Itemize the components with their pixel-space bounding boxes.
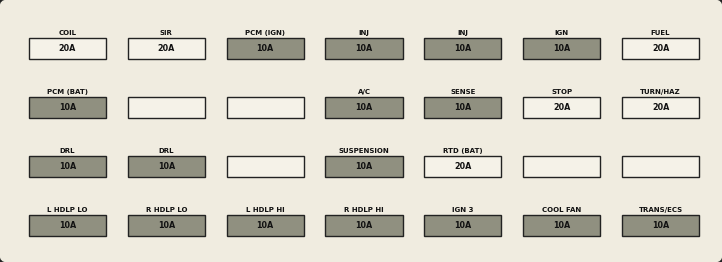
Text: PCM (IGN): PCM (IGN) bbox=[245, 30, 285, 36]
Bar bbox=[128, 215, 205, 236]
Bar bbox=[227, 156, 304, 177]
Bar bbox=[128, 97, 205, 118]
Bar bbox=[326, 156, 403, 177]
Text: SENSE: SENSE bbox=[451, 89, 476, 95]
Text: 10A: 10A bbox=[256, 44, 274, 53]
Bar bbox=[227, 215, 304, 236]
Bar bbox=[29, 97, 106, 118]
Text: 10A: 10A bbox=[157, 221, 175, 230]
Text: DRL: DRL bbox=[159, 148, 174, 154]
Bar bbox=[326, 97, 403, 118]
Bar bbox=[425, 215, 501, 236]
Text: 10A: 10A bbox=[652, 221, 669, 230]
Text: 10A: 10A bbox=[355, 221, 373, 230]
Text: TURN/HAZ: TURN/HAZ bbox=[640, 89, 681, 95]
Text: L HDLP LO: L HDLP LO bbox=[47, 207, 87, 213]
Text: DRL: DRL bbox=[60, 148, 75, 154]
Text: PCM (BAT): PCM (BAT) bbox=[47, 89, 88, 95]
Bar bbox=[128, 156, 205, 177]
Bar bbox=[326, 215, 403, 236]
Text: SUSPENSION: SUSPENSION bbox=[339, 148, 389, 154]
Bar bbox=[326, 38, 403, 59]
Text: 20A: 20A bbox=[652, 103, 669, 112]
Text: 10A: 10A bbox=[58, 221, 76, 230]
Text: 10A: 10A bbox=[454, 221, 471, 230]
Text: FUEL: FUEL bbox=[651, 30, 670, 36]
Text: IGN: IGN bbox=[554, 30, 569, 36]
Text: 10A: 10A bbox=[553, 44, 570, 53]
Bar bbox=[622, 97, 699, 118]
Text: A/C: A/C bbox=[357, 89, 370, 95]
Bar bbox=[227, 97, 304, 118]
Text: TRANS/ECS: TRANS/ECS bbox=[638, 207, 682, 213]
Text: 10A: 10A bbox=[355, 162, 373, 171]
Text: 20A: 20A bbox=[553, 103, 570, 112]
Text: COIL: COIL bbox=[58, 30, 77, 36]
Text: R HDLP LO: R HDLP LO bbox=[146, 207, 187, 213]
Bar bbox=[425, 156, 501, 177]
Bar bbox=[523, 215, 600, 236]
Text: SIR: SIR bbox=[160, 30, 173, 36]
Bar bbox=[128, 38, 205, 59]
Text: 10A: 10A bbox=[553, 221, 570, 230]
Text: INJ: INJ bbox=[458, 30, 469, 36]
Text: 20A: 20A bbox=[454, 162, 471, 171]
Bar bbox=[29, 38, 106, 59]
Bar bbox=[622, 215, 699, 236]
Text: RTD (BAT): RTD (BAT) bbox=[443, 148, 483, 154]
Text: 20A: 20A bbox=[58, 44, 76, 53]
Bar bbox=[523, 38, 600, 59]
Bar bbox=[425, 38, 501, 59]
Text: 20A: 20A bbox=[652, 44, 669, 53]
Text: 10A: 10A bbox=[355, 44, 373, 53]
Text: 10A: 10A bbox=[256, 221, 274, 230]
Bar bbox=[523, 97, 600, 118]
Bar bbox=[622, 156, 699, 177]
Text: 10A: 10A bbox=[355, 103, 373, 112]
Text: 10A: 10A bbox=[157, 162, 175, 171]
Bar bbox=[29, 215, 106, 236]
Text: STOP: STOP bbox=[551, 89, 573, 95]
Text: COOL FAN: COOL FAN bbox=[542, 207, 581, 213]
Bar bbox=[425, 97, 501, 118]
Text: INJ: INJ bbox=[359, 30, 370, 36]
Bar bbox=[227, 38, 304, 59]
Bar bbox=[523, 156, 600, 177]
Text: 10A: 10A bbox=[454, 103, 471, 112]
Text: 10A: 10A bbox=[58, 103, 76, 112]
Bar bbox=[29, 156, 106, 177]
Text: IGN 3: IGN 3 bbox=[452, 207, 474, 213]
Text: L HDLP HI: L HDLP HI bbox=[245, 207, 284, 213]
Text: 10A: 10A bbox=[58, 162, 76, 171]
Text: R HDLP HI: R HDLP HI bbox=[344, 207, 384, 213]
Text: 10A: 10A bbox=[454, 44, 471, 53]
Text: 20A: 20A bbox=[157, 44, 175, 53]
Bar bbox=[622, 38, 699, 59]
